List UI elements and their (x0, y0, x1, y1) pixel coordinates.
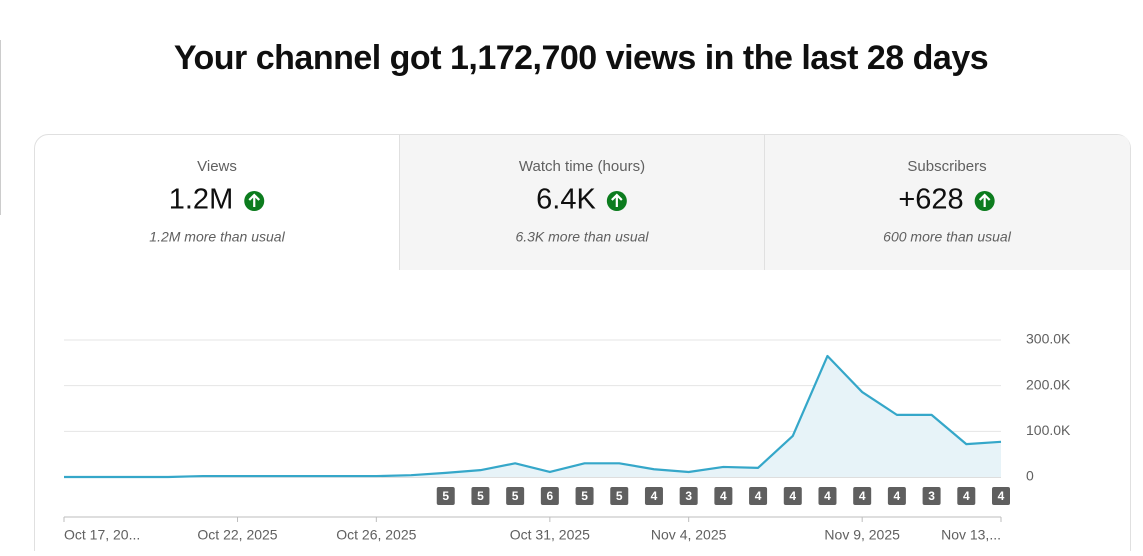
y-tick-label: 300.0K (1026, 331, 1071, 347)
badge-box (992, 487, 1010, 505)
badge-box (575, 487, 594, 505)
metric-tab[interactable]: Views 1.2M 1.2M more than usual (149, 158, 285, 245)
badge-count: 3 (685, 489, 692, 503)
chart: 0 100.0K 200.0K 300.0K Oct 17, 20... Oct 22, … (63, 331, 1071, 543)
badge-count: 3 (928, 489, 935, 503)
upload-badge[interactable]: 4 (714, 487, 733, 505)
upload-badge[interactable]: 5 (436, 487, 455, 505)
badge-count: 4 (894, 489, 901, 503)
y-tick-label: 100.0K (1026, 422, 1071, 438)
x-tick-label: Oct 31, 2025 (510, 527, 590, 543)
badge-count: 5 (512, 489, 519, 503)
x-tick-label: Nov 9, 2025 (824, 527, 900, 543)
badge-count: 4 (789, 489, 796, 503)
trend-up-arrow (611, 193, 623, 207)
x-tick-label: Nov 4, 2025 (651, 527, 727, 543)
badge-count: 4 (824, 489, 831, 503)
badge-box (922, 487, 941, 505)
badge-box (679, 487, 698, 505)
metric-note: 6.3K more than usual (515, 229, 649, 245)
metric-tabs[interactable]: Views 1.2M 1.2M more than usual Watch time … (149, 158, 1011, 245)
badge-box (436, 487, 455, 505)
metric-note: 600 more than usual (883, 229, 1012, 245)
badge-box (471, 487, 490, 505)
upload-badge[interactable]: 3 (679, 487, 698, 505)
badge-count: 4 (651, 489, 658, 503)
line-series (64, 354, 1002, 479)
upload-badge[interactable]: 4 (818, 487, 837, 505)
badge-count: 4 (720, 489, 727, 503)
metric-tab[interactable]: Watch time (hours) 6.4K 6.3K more than usu… (515, 158, 649, 245)
upload-badge[interactable]: 4 (853, 487, 872, 505)
metric-tab[interactable]: Subscribers +628 600 more than usual (883, 158, 1012, 245)
trend-up-arrow (978, 193, 991, 207)
upload-badge[interactable]: 4 (957, 487, 976, 505)
badge-box (853, 487, 872, 505)
badge-box (610, 487, 629, 505)
upload-badge[interactable]: 4 (887, 487, 906, 505)
x-tick-label: Oct 22, 2025 (197, 527, 277, 543)
upload-badge[interactable]: 5 (610, 487, 629, 505)
metric-label: Watch time (hours) (519, 158, 645, 175)
upload-badge[interactable]: 4 (992, 487, 1010, 505)
y-tick-label: 200.0K (1026, 376, 1071, 392)
badge-box (644, 487, 663, 505)
page-title: Your channel got 1,172,700 views in the … (174, 39, 988, 77)
metric-value: 6.4K (536, 184, 596, 216)
badge-box (957, 487, 976, 505)
badge-count: 5 (442, 489, 449, 503)
upload-badge[interactable]: 5 (575, 487, 594, 505)
x-tick-label: Oct 26, 2025 (336, 527, 416, 543)
upload-badge[interactable]: 4 (644, 487, 663, 505)
badge-box (783, 487, 802, 505)
badge-box (818, 487, 837, 505)
badge-count: 5 (477, 489, 484, 503)
badge-box (540, 487, 559, 505)
badge-count: 5 (616, 489, 623, 503)
badge-count: 4 (859, 489, 866, 503)
x-tick-label: Nov 13,... (941, 527, 1001, 543)
badge-box (887, 487, 906, 505)
badge-box (714, 487, 733, 505)
badge-count: 4 (755, 489, 762, 503)
metric-value: 1.2M (169, 184, 233, 216)
badge-count: 5 (581, 489, 588, 503)
metric-note: 1.2M more than usual (149, 229, 285, 245)
upload-badge[interactable]: 3 (922, 487, 941, 505)
metric-label: Views (197, 158, 237, 175)
upload-badge[interactable]: 5 (506, 487, 525, 505)
upload-badge[interactable]: 4 (783, 487, 802, 505)
badge-box (506, 487, 525, 505)
badge-count: 6 (547, 489, 554, 503)
y-tick-label: 0 (1026, 468, 1034, 484)
x-tick-label: Oct 17, 20... (64, 527, 140, 543)
metric-label: Subscribers (907, 158, 986, 175)
badge-count: 4 (963, 489, 970, 503)
upload-badge[interactable]: 6 (540, 487, 559, 505)
metric-value: +628 (898, 184, 963, 216)
upload-badge[interactable]: 4 (749, 487, 768, 505)
badge-count: 4 (998, 489, 1005, 503)
upload-badge[interactable]: 5 (471, 487, 490, 505)
area-fill (64, 355, 1001, 477)
badge-box (749, 487, 768, 505)
trend-up-arrow (248, 193, 261, 207)
